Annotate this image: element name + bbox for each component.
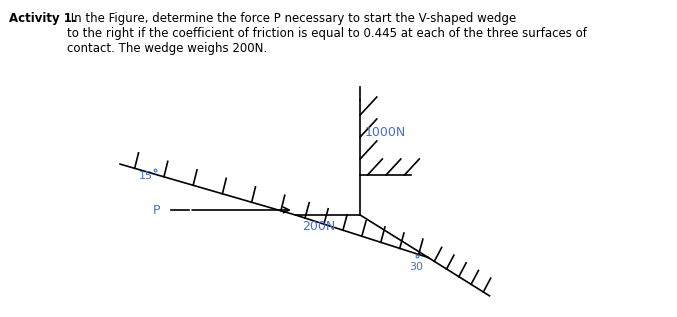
Text: Activity 1.: Activity 1.: [9, 12, 77, 25]
Text: In the Figure, determine the force P necessary to start the V-shaped wedge
to th: In the Figure, determine the force P nec…: [68, 12, 587, 55]
Text: 1000N: 1000N: [365, 126, 406, 139]
Text: 15: 15: [139, 171, 153, 181]
Text: P: P: [152, 204, 160, 217]
Text: 200N: 200N: [302, 220, 335, 233]
Text: 30: 30: [410, 262, 424, 273]
